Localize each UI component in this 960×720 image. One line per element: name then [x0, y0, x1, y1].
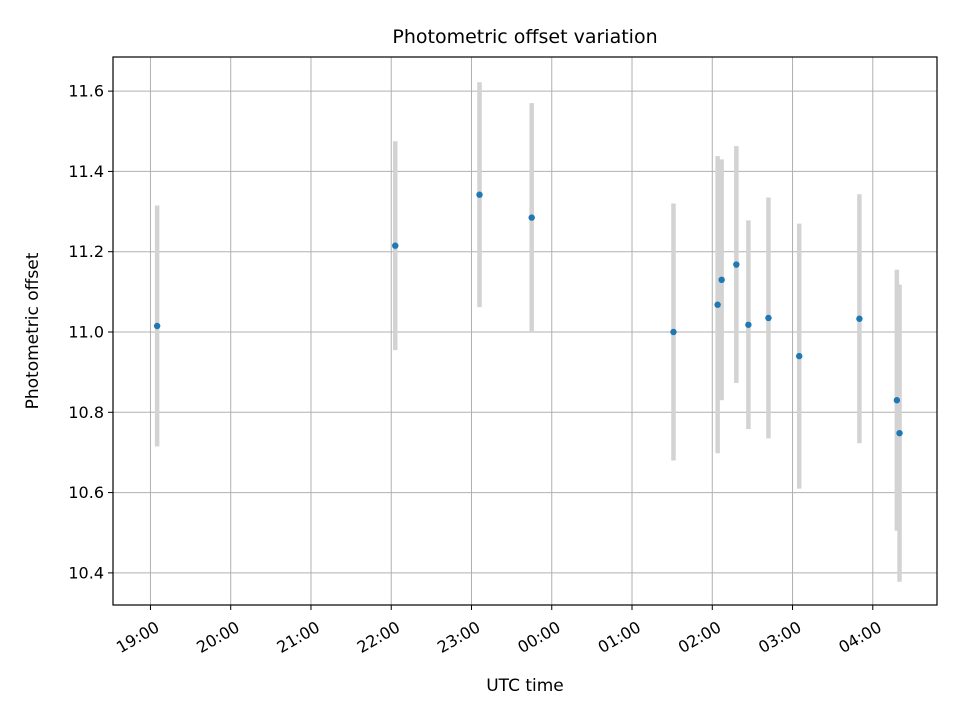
data-point [765, 314, 772, 322]
grid [113, 57, 937, 605]
y-tick-label: 11.4 [68, 162, 104, 181]
data-point [476, 191, 483, 198]
x-tick-label: 00:00 [514, 617, 563, 657]
y-axis-ticks: 10.4 10.6 10.8 11.0 11.2 11.4 11.6 [68, 82, 113, 582]
data-point [796, 352, 803, 360]
x-tick-label: 03:00 [755, 617, 804, 657]
data-point [893, 397, 901, 404]
data-point [733, 261, 740, 268]
y-tick-label: 11.2 [68, 242, 104, 261]
y-axis-label: Photometric offset [23, 252, 43, 409]
y-tick-label: 10.4 [68, 563, 104, 582]
data-point [528, 214, 535, 221]
data-point [718, 276, 725, 284]
x-tick-label: 01:00 [595, 617, 644, 657]
x-tick-label: 23:00 [434, 617, 483, 657]
x-tick-label: 22:00 [354, 617, 403, 657]
data-point [714, 301, 721, 308]
x-axis-label: UTC time [486, 676, 564, 696]
data-point [670, 328, 677, 336]
data-point [745, 321, 752, 328]
data-points [153, 191, 903, 437]
data-point [392, 242, 399, 249]
y-tick-label: 10.6 [68, 483, 104, 502]
x-axis-ticks: 19:00 20:00 21:00 22:00 23:00 00:00 01:00 02:00… [113, 605, 885, 657]
chart-title: Photometric offset variation [392, 26, 657, 48]
data-point [153, 322, 161, 330]
x-tick-label: 21:00 [274, 617, 323, 657]
plot-frame [112, 56, 938, 606]
x-tick-label: 19:00 [113, 617, 162, 657]
x-tick-label: 04:00 [835, 617, 884, 657]
data-point [896, 429, 903, 437]
y-tick-label: 11.6 [68, 82, 104, 101]
data-point [856, 315, 863, 322]
x-tick-label: 02:00 [675, 617, 724, 657]
y-tick-label: 10.8 [68, 403, 104, 422]
y-tick-label: 11.0 [68, 323, 104, 342]
x-tick-label: 20:00 [193, 617, 242, 657]
